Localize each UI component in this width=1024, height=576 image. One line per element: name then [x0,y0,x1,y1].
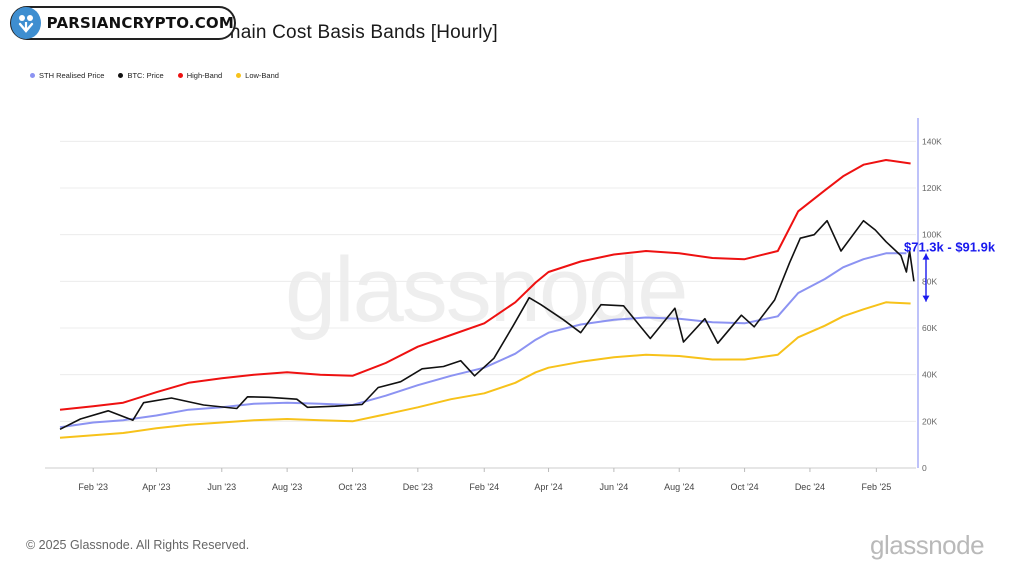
x-tick-label: Feb '23 [78,482,108,492]
y-tick-label: 100K [922,230,942,240]
x-tick-label: Aug '23 [272,482,302,492]
y-tick-label: 120K [922,183,942,193]
legend-label: High-Band [186,71,223,80]
y-tick-label: 0 [922,463,927,473]
parsiancrypto-logo-icon [11,7,41,39]
legend-item-btc-price[interactable]: BTC: Price [118,71,164,80]
y-tick-label: 60K [922,323,937,333]
legend-swatch [236,73,242,78]
x-tick-label: Oct '24 [730,482,758,492]
series-line-low-band [59,301,911,439]
annotation-arrow-up [922,253,930,260]
series-line-btc-price [59,219,915,431]
legend-label: BTC: Price [127,71,164,80]
parsiancrypto-badge[interactable]: PARSIANCRYPTO.COM [10,6,236,40]
x-tick-label: Aug '24 [664,482,694,492]
y-tick-label: 40K [922,370,937,380]
legend-item-low-band[interactable]: Low-Band [236,71,279,80]
x-tick-label: Jun '23 [207,482,236,492]
chart-legend: STH Realised Price BTC: Price High-Band Low… [30,71,279,80]
x-tick-label: Dec '24 [795,482,825,492]
y-tick-label: 20K [922,416,937,426]
legend-label: STH Realised Price [39,71,105,80]
x-tick-label: Dec '23 [403,482,433,492]
y-tick-label: 80K [922,276,937,286]
copyright-text: © 2025 Glassnode. All Rights Reserved. [26,538,250,552]
series-line-sth-realised-price [59,252,907,429]
legend-item-sth-realised-price[interactable]: STH Realised Price [30,71,104,80]
legend-swatch [118,73,124,78]
x-tick-label: Feb '25 [861,482,891,492]
legend-swatch [30,73,35,78]
badge-text: PARSIANCRYPTO.COM [46,14,234,32]
x-tick-label: Feb '24 [469,482,499,492]
x-tick-label: Jun '24 [600,482,629,492]
x-tick-label: Apr '23 [142,482,170,492]
x-tick-label: Oct '23 [338,482,366,492]
legend-swatch [177,73,183,78]
annotation-label: $71.3k - $91.9k [904,240,996,255]
annotation-arrow-down [922,295,930,302]
legend-label: Low-Band [245,71,279,80]
legend-item-high-band[interactable]: High-Band [177,71,223,80]
series-line-high-band [59,159,911,411]
glassnode-logo: glassnode [870,530,985,560]
x-tick-label: Apr '24 [534,482,562,492]
y-tick-label: 140K [922,136,942,146]
